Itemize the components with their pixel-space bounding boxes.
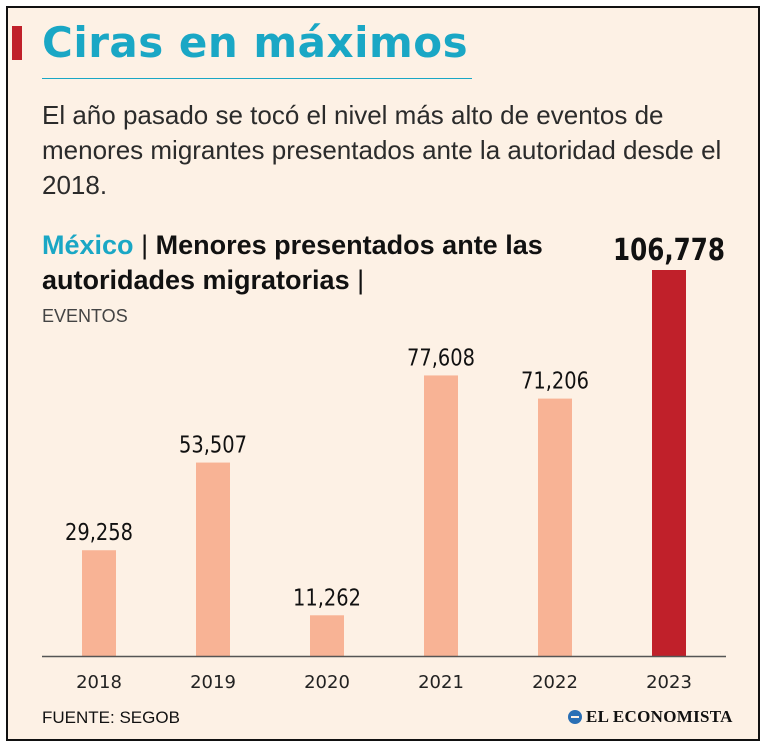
data-label-2020: 11,262 <box>293 585 361 611</box>
data-label-2019: 53,507 <box>179 433 247 459</box>
bar-2019 <box>196 462 230 656</box>
x-tick-label-2021: 2021 <box>418 672 464 693</box>
bar-2018 <box>82 550 116 656</box>
data-label-2018: 29,258 <box>65 520 133 546</box>
publisher-logo: EL ECONOMISTA <box>568 707 733 727</box>
chart-heading: México | Menores presentados ante las au… <box>42 228 602 298</box>
bar-2020 <box>310 615 344 656</box>
title-underline <box>42 78 472 79</box>
subtitle: El año pasado se tocó el nivel más alto … <box>42 100 722 200</box>
page-title: Ciras en máximos <box>42 18 469 67</box>
x-tick-label-2019: 2019 <box>190 672 236 693</box>
x-tick-label-2018: 2018 <box>76 672 122 693</box>
x-tick-label-2023: 2023 <box>646 672 692 693</box>
data-label-2021: 77,608 <box>407 345 475 371</box>
heading-separator: | <box>141 230 149 260</box>
title-accent-bar <box>12 26 22 60</box>
bar-2023 <box>652 270 686 656</box>
chart-place: México <box>42 230 134 260</box>
x-tick-label-2020: 2020 <box>304 672 350 693</box>
x-tick-label-2022: 2022 <box>532 672 578 693</box>
bar-2021 <box>424 375 458 656</box>
data-label-2022: 71,206 <box>521 369 589 395</box>
globe-icon <box>568 710 582 724</box>
chart-title: Menores presentados ante las autoridades… <box>42 230 543 295</box>
heading-trailing-separator: | <box>357 265 365 295</box>
units-label: EVENTOS <box>42 306 128 326</box>
bar-2022 <box>538 398 572 656</box>
data-label-2023: 106,778 <box>613 233 725 268</box>
infographic-card <box>6 6 760 741</box>
source-note: FUENTE: SEGOB <box>42 708 180 727</box>
publisher-name: EL ECONOMISTA <box>586 707 733 726</box>
